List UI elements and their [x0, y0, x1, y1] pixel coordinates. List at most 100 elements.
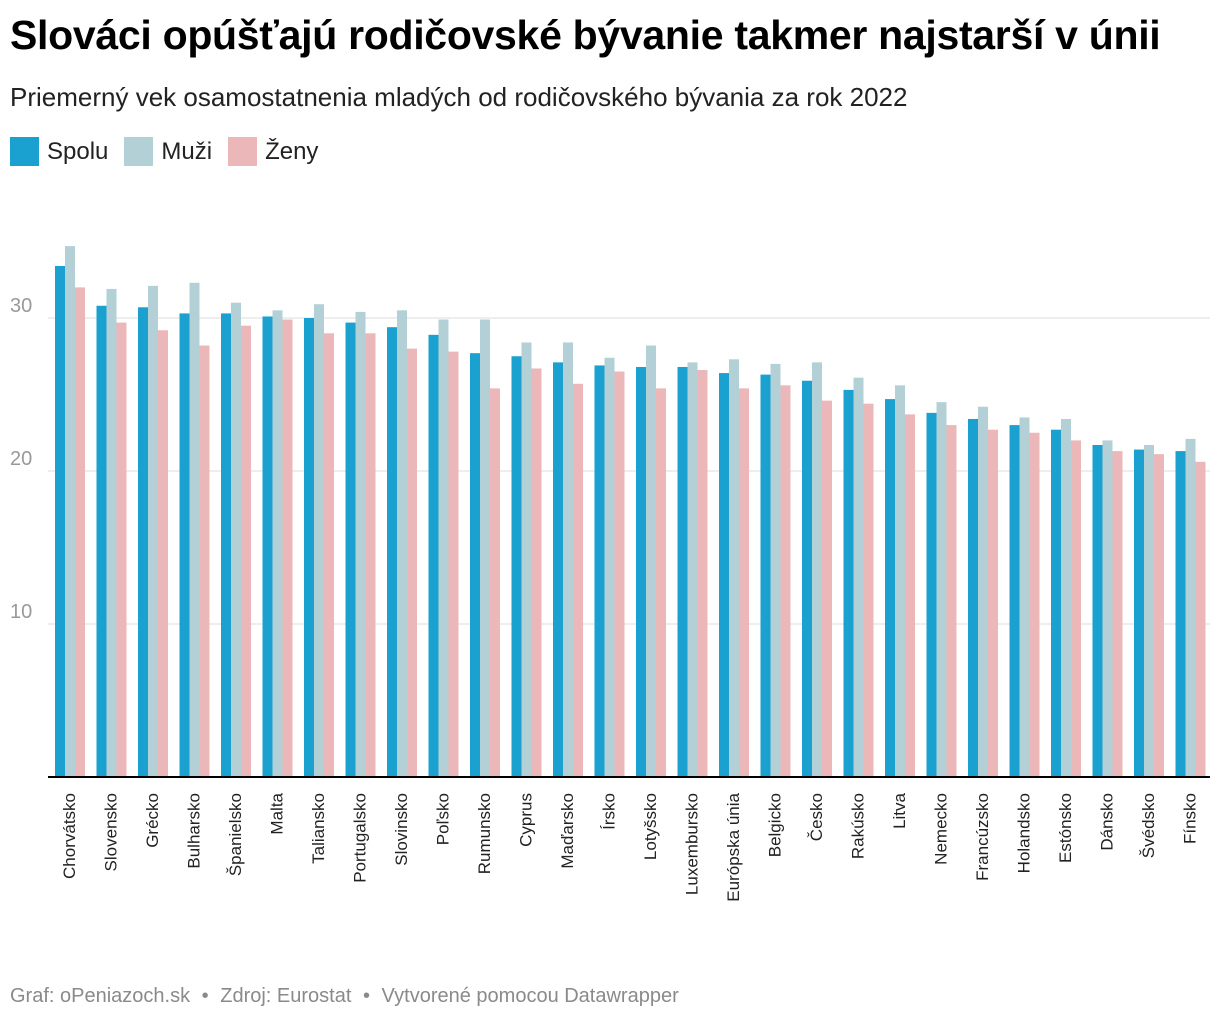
bar-zeny — [905, 414, 915, 777]
bar-muzi — [604, 357, 615, 777]
x-tick-label: Švédsko — [1139, 793, 1158, 858]
legend-swatch-spolu — [10, 137, 39, 166]
bar-zeny — [822, 400, 832, 777]
bar-zeny — [490, 388, 500, 777]
bar-muzi — [438, 319, 449, 777]
x-tick-label: Európska únia — [724, 792, 743, 901]
bar-muzi — [65, 246, 75, 778]
x-tick-label: Rakúsko — [849, 793, 868, 859]
bar-spolu — [138, 307, 148, 777]
bar-spolu — [802, 380, 812, 777]
bar-spolu — [1175, 451, 1186, 777]
x-tick-label: Nemecko — [932, 793, 951, 865]
x-tick-label: Slovensko — [102, 793, 121, 871]
bar-zeny — [116, 322, 127, 777]
bar-zeny — [282, 319, 293, 777]
bar-zeny — [697, 370, 708, 777]
bar-muzi — [521, 342, 532, 777]
bar-muzi — [978, 406, 988, 777]
bar-muzi — [729, 359, 739, 777]
bar-spolu — [1009, 425, 1020, 777]
bar-spolu — [511, 356, 522, 777]
footer-made-with: Vytvorené pomocou Datawrapper — [381, 985, 679, 1007]
y-tick-label: 10 — [10, 601, 32, 623]
bar-spolu — [594, 365, 605, 777]
bar-muzi — [231, 302, 241, 777]
bar-zeny — [448, 351, 459, 777]
x-tick-label: Bulharsko — [185, 793, 204, 869]
y-tick-label: 20 — [10, 448, 32, 470]
x-tick-label: Slovinsko — [392, 793, 411, 866]
bar-muzi — [272, 310, 283, 777]
bar-zeny — [614, 371, 625, 777]
bar-zeny — [407, 348, 417, 777]
y-tick-label: 30 — [10, 295, 32, 317]
chart-subtitle: Priemerný vek osamostatnenia mladých od … — [10, 82, 908, 112]
footer-separator: • — [201, 985, 209, 1007]
legend-swatch-zeny — [228, 137, 258, 166]
x-tick-label: Belgicko — [766, 793, 785, 857]
bar-muzi — [936, 402, 947, 777]
bar-spolu — [428, 334, 439, 777]
bar-spolu — [345, 322, 356, 777]
bar-muzi — [687, 362, 698, 777]
bar-muzi — [646, 345, 656, 777]
legend: Spolu Muži Ženy — [10, 137, 334, 166]
x-tick-label: Maďarsko — [558, 793, 577, 869]
bar-muzi — [1019, 417, 1030, 777]
x-tick-label: Litva — [890, 792, 909, 828]
chart-title: Slováci opúšťajú rodičovské bývanie takm… — [10, 12, 1161, 58]
bar-muzi — [895, 385, 905, 777]
bar-zeny — [365, 333, 376, 777]
bar-zeny — [863, 403, 874, 777]
bar-spolu — [885, 399, 895, 777]
bar-chart: 10 20 30 Chorvátsko Slovensko Grécko Bulharsko… — [10, 246, 1210, 902]
bar-zeny — [531, 368, 542, 777]
bar-zeny — [946, 425, 957, 777]
x-tick-label: Portugalsko — [351, 793, 370, 883]
x-tick-label: Dánsko — [1098, 793, 1117, 851]
bar-muzi — [812, 362, 822, 777]
x-tick-label: Chorvátsko — [60, 793, 79, 879]
x-tick-label: Írsko — [600, 793, 619, 830]
bar-zeny — [780, 385, 791, 777]
bar-spolu — [387, 327, 397, 777]
bar-zeny — [573, 383, 583, 777]
footer: Graf: oPeniazoch.sk • Zdroj: Eurostat • … — [10, 985, 685, 1008]
bar-muzi — [563, 342, 573, 777]
bar-muzi — [189, 282, 200, 777]
legend-item-zeny: Ženy — [228, 137, 318, 166]
legend-swatch-muzi — [124, 137, 154, 166]
bar-spolu — [55, 265, 65, 777]
x-tick-label: Grécko — [143, 793, 162, 848]
bar-zeny — [1029, 432, 1040, 777]
bar-spolu — [553, 362, 563, 777]
bar-spolu — [760, 374, 771, 777]
bar-zeny — [324, 333, 334, 777]
legend-item-spolu: Spolu — [10, 137, 108, 166]
bar-muzi — [1185, 438, 1196, 777]
bar-muzi — [106, 288, 117, 777]
x-tick-label: Cyprus — [517, 793, 536, 847]
bar-zeny — [158, 330, 168, 777]
bar-spolu — [843, 389, 854, 777]
bar-muzi — [397, 310, 407, 777]
bar-muzi — [770, 363, 781, 777]
bar-spolu — [1092, 444, 1103, 777]
bar-spolu — [968, 418, 978, 777]
x-tick-label: Španielsko — [226, 793, 245, 876]
bar-spolu — [221, 313, 231, 777]
bar-spolu — [96, 305, 107, 777]
bar-spolu — [719, 373, 729, 777]
legend-label-muzi: Muži — [161, 137, 213, 165]
x-tick-label: Francúzsko — [973, 793, 992, 881]
bar-spolu — [470, 353, 480, 777]
x-tick-label: Malta — [268, 792, 287, 834]
x-tick-label: Luxembursko — [683, 793, 702, 895]
bar-zeny — [199, 345, 210, 777]
bar-muzi — [314, 304, 324, 777]
bar-spolu — [262, 316, 273, 777]
bar-zeny — [1154, 454, 1164, 777]
bar-muzi — [1144, 444, 1154, 777]
bar-muzi — [480, 319, 490, 777]
